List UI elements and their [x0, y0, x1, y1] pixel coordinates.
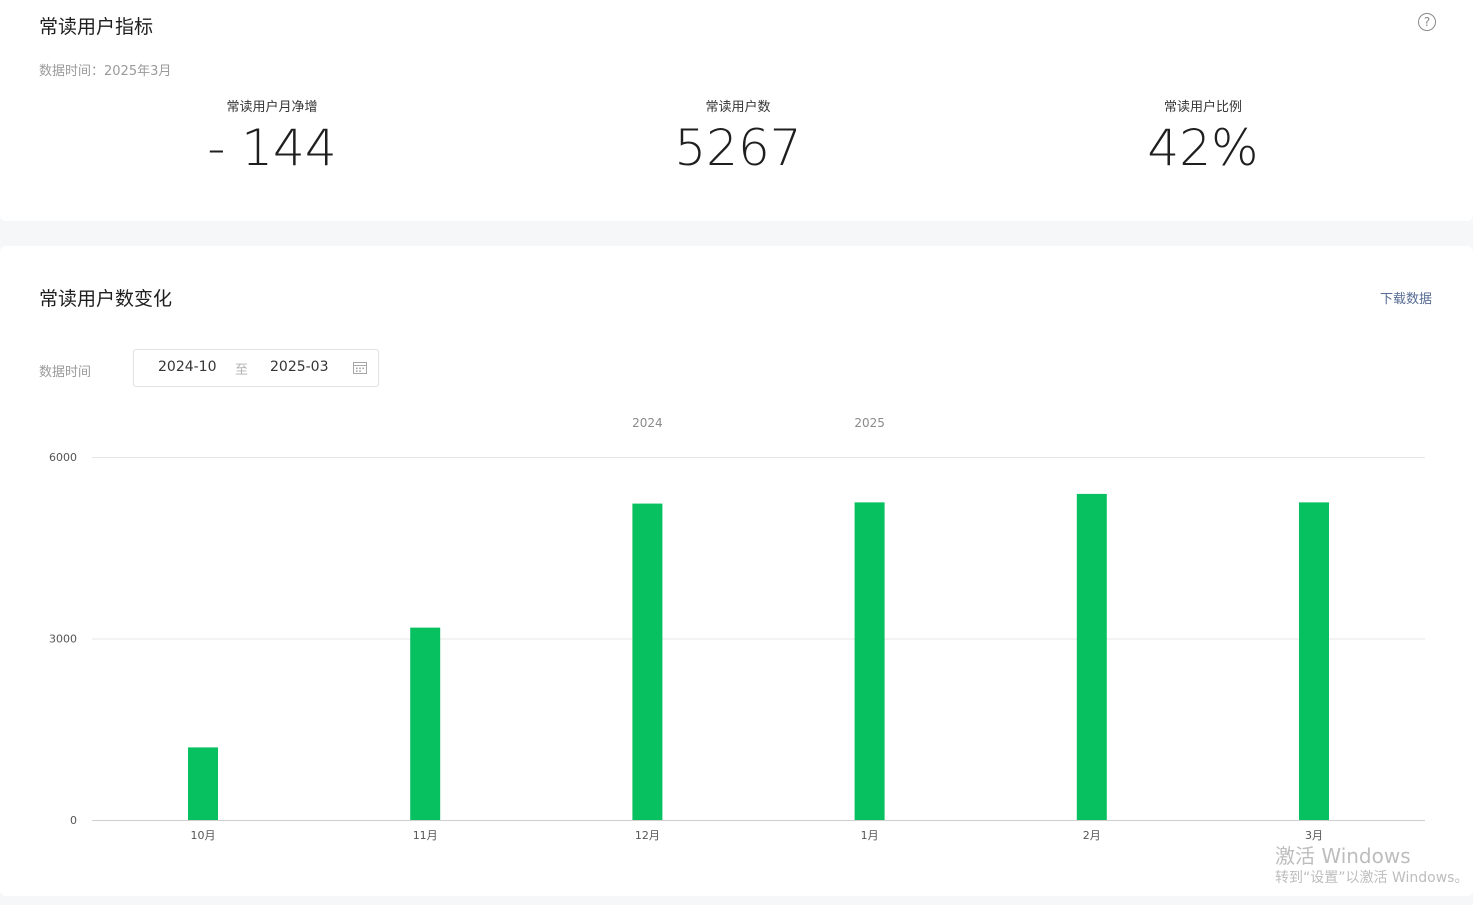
metric-value: - 144	[207, 119, 337, 177]
metric-user-ratio: 常读用户比例 42%	[1053, 96, 1353, 177]
metric-value: 5267	[674, 119, 802, 177]
question-circle-icon[interactable]: ?	[1418, 13, 1436, 31]
indicators-title: 常读用户指标	[39, 16, 154, 38]
bar	[410, 627, 441, 820]
y-tick-label: 0	[70, 814, 77, 827]
download-data-link[interactable]: 下载数据	[1380, 292, 1433, 307]
range-end-input[interactable]: 2025-03	[270, 359, 329, 375]
range-start-input[interactable]: 2024-10	[158, 359, 217, 375]
metric-user-count: 常读用户数 5267	[588, 96, 888, 177]
metric-label: 常读用户比例	[1163, 100, 1242, 115]
y-tick-label: 3000	[49, 633, 77, 646]
metric-value: 42%	[1147, 119, 1259, 177]
year-label: 2025	[854, 416, 885, 430]
x-tick-label: 2月	[1083, 829, 1101, 842]
bar	[632, 503, 663, 820]
calendar-icon[interactable]	[352, 360, 368, 376]
bar	[854, 502, 885, 820]
windows-watermark-subtitle: 转到“设置”以激活 Windows。	[1275, 870, 1469, 886]
bar	[1076, 493, 1107, 820]
range-label: 数据时间	[39, 365, 92, 380]
year-label: 2024	[632, 416, 663, 430]
bar	[1299, 502, 1329, 820]
x-tick-label: 3月	[1305, 829, 1323, 842]
trend-title: 常读用户数变化	[39, 288, 173, 310]
windows-watermark-title: 激活 Windows	[1275, 844, 1411, 868]
bar	[188, 747, 218, 820]
date-range-picker[interactable]: 2024-10 至 2025-03	[133, 349, 379, 387]
indicators-data-time: 数据时间：2025年3月	[39, 64, 172, 79]
indicators-card	[0, 0, 1473, 221]
metric-label: 常读用户月净增	[226, 100, 318, 115]
x-tick-label: 12月	[635, 829, 660, 842]
x-tick-label: 1月	[861, 829, 879, 842]
x-tick-label: 10月	[191, 829, 216, 842]
x-tick-label: 11月	[413, 829, 438, 842]
y-tick-label: 6000	[49, 451, 77, 464]
metric-label: 常读用户数	[705, 100, 771, 115]
metric-net-growth: 常读用户月净增 - 144	[122, 96, 422, 177]
range-separator: 至	[235, 363, 249, 378]
